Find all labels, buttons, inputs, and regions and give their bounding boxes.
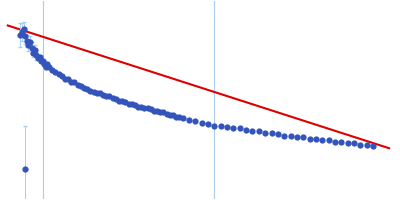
Point — [20, 28, 27, 31]
Point — [218, 124, 224, 127]
Point — [186, 118, 192, 121]
Point — [52, 70, 59, 73]
Point — [100, 93, 106, 96]
Point — [351, 141, 357, 145]
Point — [338, 140, 345, 143]
Point — [326, 139, 332, 142]
Point — [106, 95, 113, 98]
Point — [110, 96, 116, 99]
Point — [22, 168, 28, 171]
Point — [281, 134, 288, 137]
Point — [81, 86, 87, 89]
Point — [224, 125, 230, 129]
Point — [344, 141, 351, 145]
Point — [151, 109, 157, 113]
Point — [275, 133, 281, 136]
Point — [128, 102, 135, 105]
Point — [33, 54, 40, 57]
Point — [30, 51, 36, 54]
Point — [90, 90, 97, 94]
Point — [55, 73, 62, 76]
Point — [84, 87, 90, 91]
Point — [319, 139, 326, 142]
Point — [332, 140, 338, 143]
Point — [313, 137, 319, 140]
Point — [243, 128, 249, 132]
Point — [28, 47, 35, 50]
Point — [135, 105, 141, 108]
Point — [119, 99, 125, 102]
Point — [268, 131, 275, 134]
Point — [103, 95, 110, 98]
Point — [256, 130, 262, 133]
Point — [97, 92, 103, 95]
Point — [74, 83, 81, 86]
Point — [173, 115, 179, 118]
Point — [35, 57, 41, 60]
Point — [125, 102, 132, 105]
Point — [176, 115, 182, 118]
Point — [141, 106, 148, 110]
Point — [357, 143, 364, 146]
Point — [49, 68, 56, 72]
Point — [27, 41, 33, 44]
Point — [164, 112, 170, 115]
Point — [157, 111, 164, 114]
Point — [300, 136, 306, 139]
Point — [78, 85, 84, 88]
Point — [40, 60, 46, 63]
Point — [25, 44, 32, 47]
Point — [167, 114, 173, 117]
Point — [370, 144, 376, 148]
Point — [46, 66, 52, 69]
Point — [44, 63, 51, 66]
Point — [116, 99, 122, 102]
Point — [65, 77, 71, 80]
Point — [144, 106, 151, 110]
Point — [71, 80, 78, 83]
Point — [205, 123, 211, 126]
Point — [211, 124, 218, 127]
Point — [62, 77, 68, 80]
Point — [160, 111, 167, 114]
Point — [179, 117, 186, 120]
Point — [24, 39, 30, 42]
Point — [148, 108, 154, 111]
Point — [22, 35, 28, 38]
Point — [38, 60, 44, 63]
Point — [58, 74, 65, 77]
Point — [17, 33, 24, 37]
Point — [230, 127, 236, 130]
Point — [112, 98, 119, 101]
Point — [170, 114, 176, 117]
Point — [32, 48, 38, 51]
Point — [364, 143, 370, 146]
Point — [262, 131, 268, 134]
Point — [294, 136, 300, 139]
Point — [87, 89, 94, 92]
Point — [94, 92, 100, 95]
Point — [19, 30, 25, 34]
Point — [287, 134, 294, 137]
Point — [132, 104, 138, 107]
Point — [36, 55, 43, 59]
Point — [43, 66, 49, 69]
Point — [236, 127, 243, 130]
Point — [68, 80, 74, 83]
Point — [154, 109, 160, 113]
Point — [249, 130, 256, 133]
Point — [122, 101, 128, 104]
Point — [192, 120, 198, 123]
Point — [138, 105, 144, 108]
Point — [41, 63, 48, 66]
Point — [306, 137, 313, 140]
Point — [198, 121, 205, 124]
